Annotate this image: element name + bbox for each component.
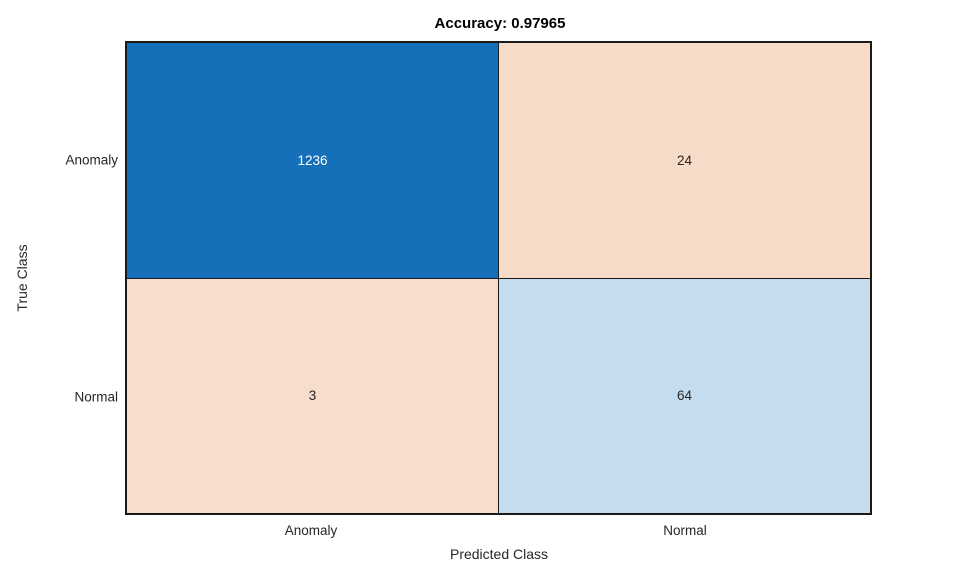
y-axis-label: True Class: [14, 244, 30, 312]
x-axis-label: Predicted Class: [449, 546, 549, 562]
matrix-grid: 1236 24 3 64: [125, 41, 872, 515]
matrix-cell-true-normal-pred-anomaly: 3: [127, 278, 498, 513]
cell-value: 1236: [297, 152, 328, 168]
cell-value: 24: [676, 152, 693, 168]
matrix-cell-true-anomaly-pred-anomaly: 1236: [127, 43, 498, 278]
x-tick-normal: Normal: [663, 523, 707, 538]
y-tick-anomaly: Anomaly: [65, 152, 118, 168]
cell-value: 64: [676, 388, 693, 404]
matrix-cell-true-anomaly-pred-normal: 24: [499, 43, 870, 278]
x-tick-anomaly: Anomaly: [284, 523, 338, 538]
matrix-cell-true-normal-pred-normal: 64: [499, 278, 870, 513]
y-tick-normal: Normal: [74, 389, 118, 405]
cell-value: 3: [308, 388, 317, 404]
chart-title: Accuracy: 0.97965: [434, 15, 566, 32]
